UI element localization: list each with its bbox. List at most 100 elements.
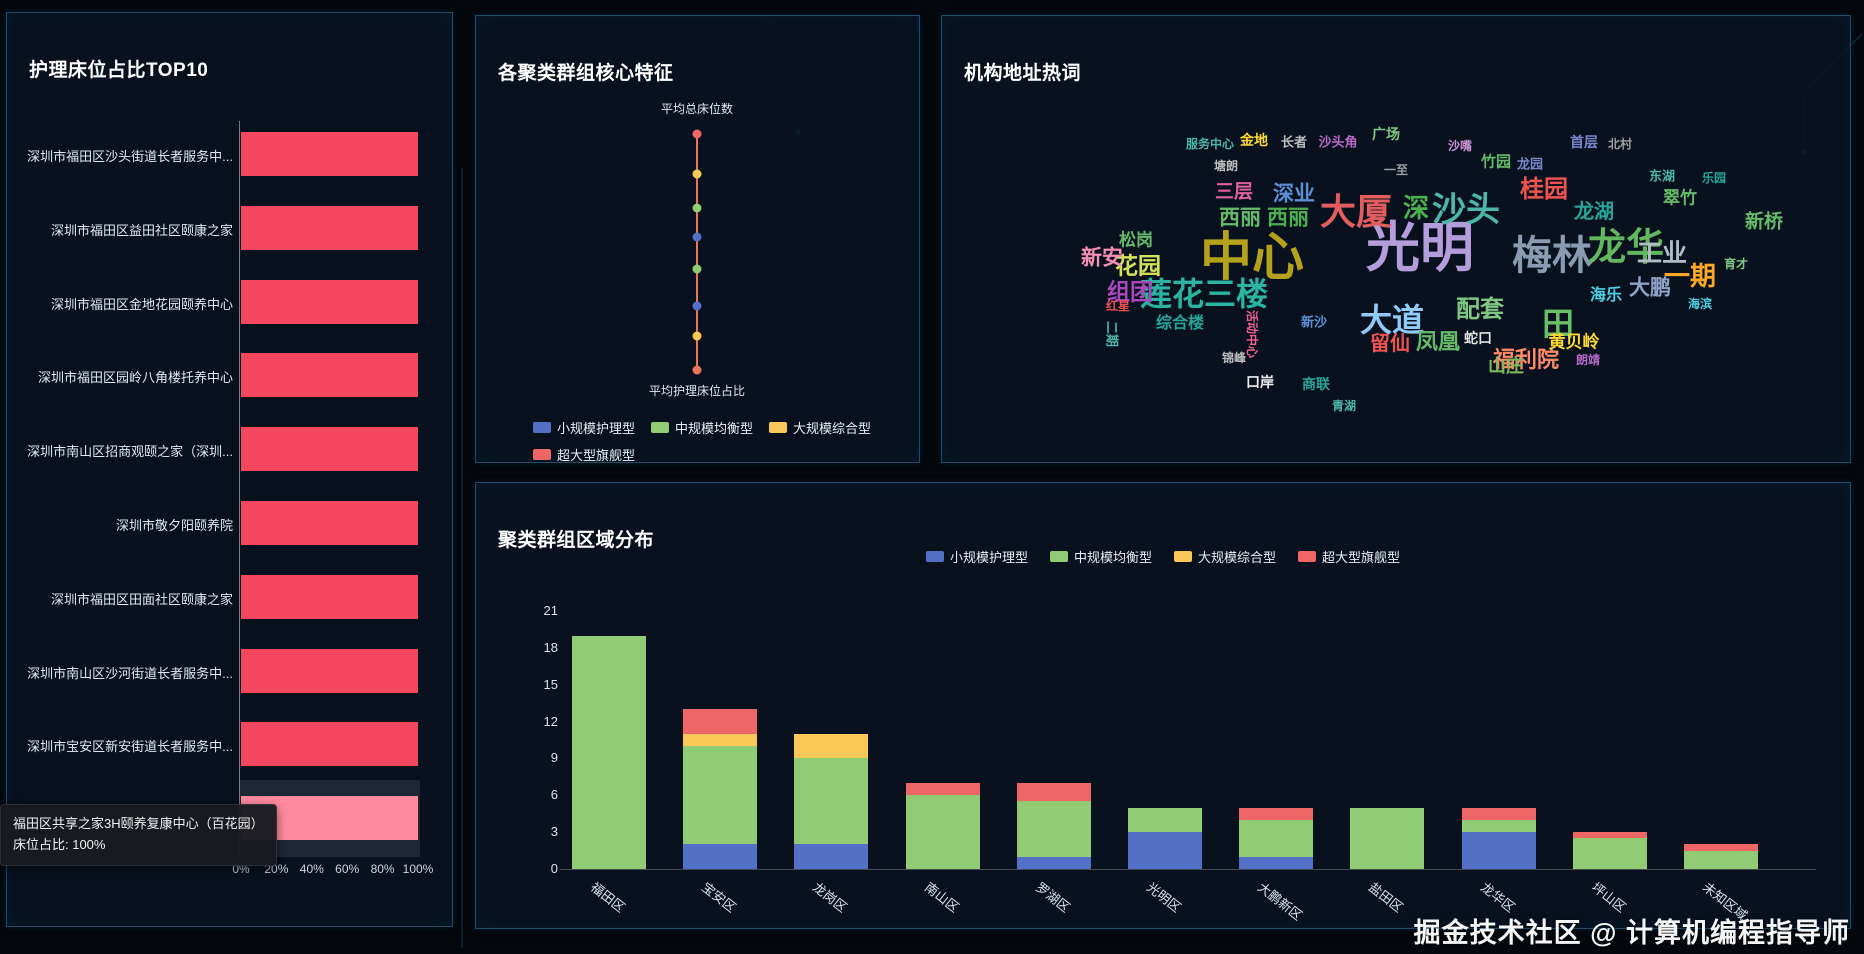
cluster-legend-row: 超大型旗舰型 xyxy=(533,445,871,464)
y-axis-tick-label: 0 xyxy=(550,861,558,876)
cluster-data-point[interactable] xyxy=(692,365,702,375)
cloud-word: 育才 xyxy=(1723,257,1749,271)
category-label: 深圳市福田区益田社区颐康之家 xyxy=(50,222,233,238)
panel-top10-title: 护理床位占比TOP10 xyxy=(29,59,209,81)
stacked-bar-segment[interactable] xyxy=(905,795,980,869)
region-category-label: 光明区 xyxy=(1143,879,1184,916)
region-category-label: 龙岗区 xyxy=(810,879,851,916)
cluster-data-point[interactable] xyxy=(692,129,702,139)
cluster-data-point[interactable] xyxy=(692,331,702,341)
stacked-bar-segment[interactable] xyxy=(1016,783,1091,802)
stacked-bar-segment[interactable] xyxy=(1128,832,1202,869)
top10-bar[interactable] xyxy=(241,648,418,693)
stacked-bar-segment[interactable] xyxy=(1461,832,1536,869)
cloud-word: 锦峰 xyxy=(1221,351,1247,365)
cloud-word: 新安 xyxy=(1081,246,1123,270)
cluster-data-point[interactable] xyxy=(692,301,702,311)
cluster-legend-row: 小规模护理型 中规模均衡型 大规模综合型 xyxy=(533,418,871,437)
cloud-word: 东湖 xyxy=(1648,168,1676,184)
cloud-word: 福利院 xyxy=(1492,347,1560,372)
cloud-word: 新沙 xyxy=(1300,314,1328,330)
cloud-word: 青湖 xyxy=(1331,399,1357,413)
cloud-word: 松岗 xyxy=(1119,230,1153,250)
cloud-word: 服务中心 xyxy=(1185,137,1235,151)
stacked-bar-segment[interactable] xyxy=(683,733,758,747)
top10-bar-chart: 深圳市福田区沙头街道长者服务中... 深圳市福田区益田社区颐康之家 深圳市福田区金地… xyxy=(7,13,452,926)
top10-bar[interactable] xyxy=(241,205,418,250)
stacked-bar-segment[interactable] xyxy=(1239,856,1314,869)
top10-bar[interactable] xyxy=(241,132,418,176)
cloud-word: 乐园 xyxy=(1701,171,1727,185)
stacked-bar-segment[interactable] xyxy=(905,783,980,796)
stacked-bar-segment[interactable] xyxy=(1572,838,1647,869)
cloud-word: 北村 xyxy=(1607,137,1633,151)
cloud-word: 花园 xyxy=(1115,252,1161,279)
stacked-bar-segment[interactable] xyxy=(683,844,758,869)
cloud-word: 综合楼 xyxy=(1155,315,1205,332)
legend-item[interactable]: 中规模均衡型 xyxy=(1049,547,1152,566)
parallel-axis-line xyxy=(696,134,698,370)
address-wordcloud: 中心 光明 梅林 大厦 沙头深龙华 龙湖 莲花三楼 大道 田 配套 福利院 凤凰 留仙 蛇口 山庄 黄贝岭 桂园… xyxy=(942,16,1850,462)
stacked-bar-segment[interactable] xyxy=(1572,832,1647,839)
stacked-bar-segment[interactable] xyxy=(1684,850,1758,869)
stacked-bar-segment[interactable] xyxy=(572,635,646,869)
stacked-bar-segment[interactable] xyxy=(1684,844,1758,851)
legend-color-chip xyxy=(533,422,551,433)
cloud-word: 大厦 xyxy=(1319,191,1393,232)
watermark: 掘金技术社区 @ 计算机编程指导师 xyxy=(1413,918,1850,948)
stacked-bar-segment[interactable] xyxy=(683,709,758,734)
legend-item[interactable]: 超大型旗舰型 xyxy=(1298,547,1400,566)
category-label: 深圳市宝安区新安街道长者服务中... xyxy=(27,739,233,755)
stacked-bar-segment[interactable] xyxy=(1016,801,1091,857)
legend-item[interactable]: 中规模均衡型 xyxy=(651,418,753,437)
cluster-data-point[interactable] xyxy=(692,203,702,213)
x-axis-tick-label: 100% xyxy=(402,862,434,876)
legend-label: 大规模综合型 xyxy=(793,421,872,436)
legend-item[interactable]: 大规模综合型 xyxy=(1174,547,1276,566)
stacked-bar-segment[interactable] xyxy=(1239,819,1314,857)
category-label: 深圳市福田区金地花园颐养中心 xyxy=(50,296,233,312)
stacked-bar-segment[interactable] xyxy=(794,733,869,759)
cloud-word: 朗靖 xyxy=(1575,353,1601,367)
cloud-word: 二期 xyxy=(1104,320,1120,348)
top10-bar[interactable] xyxy=(241,279,418,324)
top10-bar[interactable] xyxy=(241,574,418,619)
y-axis-tick-label: 18 xyxy=(543,639,558,655)
legend-item[interactable]: 大规模综合型 xyxy=(769,418,871,437)
panel-cluster-title: 各聚类群组核心特征 xyxy=(498,62,674,84)
legend-label: 超大型旗舰型 xyxy=(1322,550,1401,565)
cluster-data-point[interactable] xyxy=(692,169,702,179)
cloud-word: 海乐 xyxy=(1589,287,1623,304)
axis-label-bottom: 平均护理床位占比 xyxy=(648,384,746,398)
top10-bar[interactable] xyxy=(241,427,418,472)
stacked-bar-segment[interactable] xyxy=(794,844,869,869)
region-legend: 小规模护理型 中规模均衡型 大规模综合型 超大型旗舰型 xyxy=(476,547,1850,566)
tooltip-value: 床位占比: 100% xyxy=(13,836,106,852)
stacked-bar-segment[interactable] xyxy=(1350,807,1425,869)
cloud-word: 组团 xyxy=(1107,278,1153,305)
legend-color-chip xyxy=(533,449,551,460)
cluster-legend: 小规模护理型 中规模均衡型 大规模综合型超大型旗舰型 xyxy=(533,418,871,464)
legend-item[interactable]: 小规模护理型 xyxy=(925,547,1028,566)
stacked-bar-segment[interactable] xyxy=(1461,819,1536,833)
stacked-bar-segment[interactable] xyxy=(1128,807,1202,833)
region-category-label: 罗湖区 xyxy=(1032,879,1073,916)
top10-bar[interactable] xyxy=(241,501,418,545)
top10-bar[interactable] xyxy=(241,722,418,767)
stacked-bar-segment[interactable] xyxy=(794,758,869,845)
legend-item[interactable]: 小规模护理型 xyxy=(533,418,635,437)
stacked-bar-segment[interactable] xyxy=(1461,807,1536,820)
cloud-word: 山庄 xyxy=(1488,356,1524,376)
legend-item[interactable]: 超大型旗舰型 xyxy=(533,445,635,464)
cloud-word: 大道 xyxy=(1359,302,1425,338)
cluster-data-point[interactable] xyxy=(692,264,702,274)
stacked-bar-segment[interactable] xyxy=(1016,856,1091,869)
top10-bar[interactable] xyxy=(241,353,418,398)
region-stacked-bar-chart: 0 3 6 9 12 15 18 21 福田区 宝安区 龙岗区 南山区 罗湖区 光明区 大鹏新区 盐田区 龙华区… xyxy=(476,483,1850,928)
cluster-data-point[interactable] xyxy=(692,232,702,242)
stacked-bar-segment[interactable] xyxy=(1239,807,1314,820)
y-axis-tick-label: 3 xyxy=(550,824,558,840)
category-label: 深圳市南山区沙河街道长者服务中... xyxy=(27,665,233,681)
legend-label: 超大型旗舰型 xyxy=(557,448,636,463)
stacked-bar-segment[interactable] xyxy=(683,746,758,845)
